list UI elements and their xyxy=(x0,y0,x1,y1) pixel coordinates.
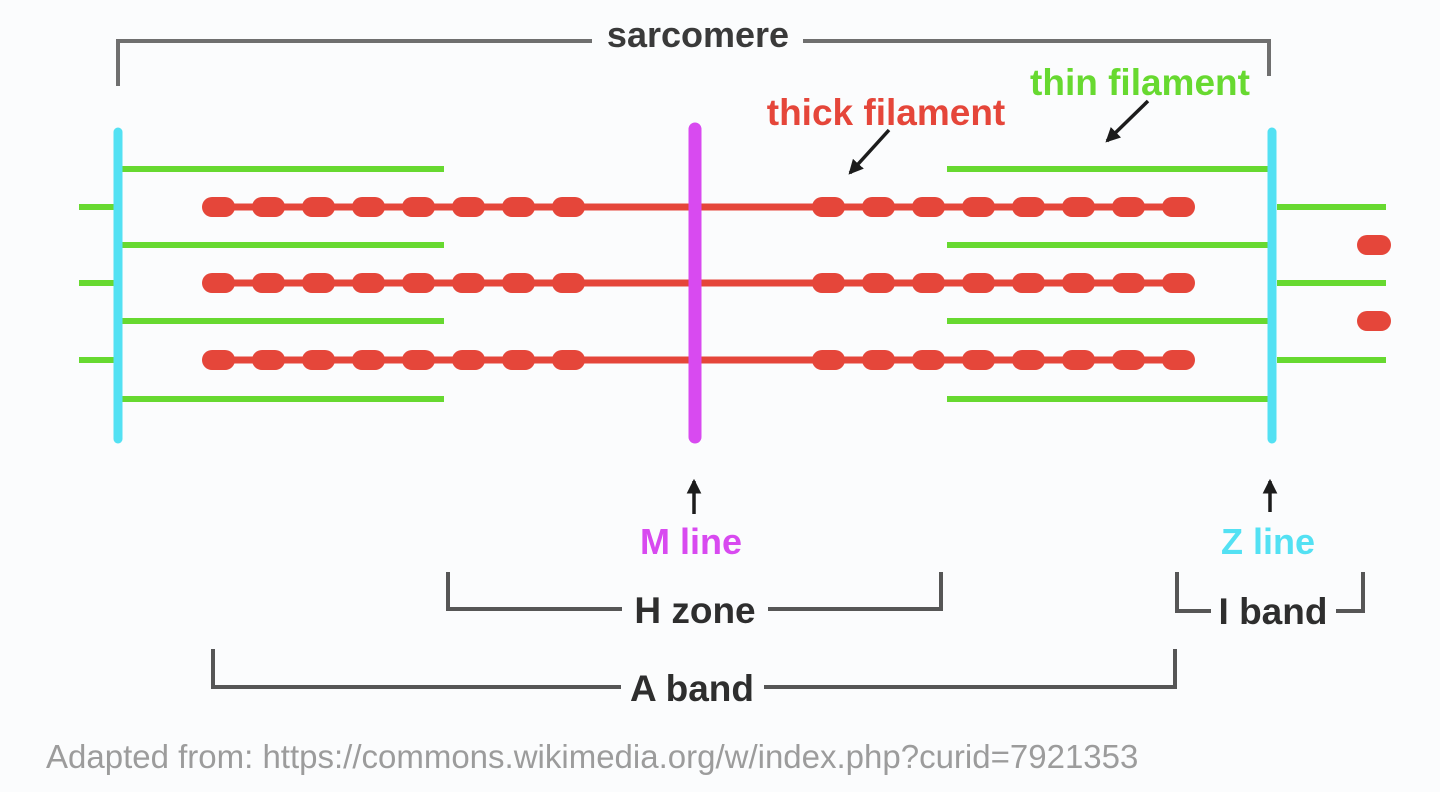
thin-filament-label: thin filament xyxy=(1030,62,1250,103)
h-zone-bracket-left xyxy=(446,572,622,611)
thick-filament-arrow xyxy=(848,128,891,175)
zone-brackets xyxy=(211,572,1365,689)
h-zone-bracket-right xyxy=(768,572,943,611)
z-line-label: Z line xyxy=(1221,521,1315,562)
thick-filament-label: thick filament xyxy=(767,92,1006,133)
a-band-bracket-right xyxy=(764,649,1177,689)
a-band-bracket-left xyxy=(211,649,621,689)
sarcomere-bracket-right xyxy=(803,39,1271,76)
sarcomere-label: sarcomere xyxy=(607,14,789,55)
h-zone-label: H zone xyxy=(634,590,755,631)
attribution-text: Adapted from: https://commons.wikimedia.… xyxy=(46,738,1138,775)
m-line-label: M line xyxy=(640,521,742,562)
sarcomere-bracket xyxy=(116,39,1271,86)
i-band-label: I band xyxy=(1219,591,1328,632)
thin-filament-arrow xyxy=(1105,99,1150,143)
i-band-bracket-left xyxy=(1175,572,1211,613)
thick-filaments xyxy=(202,197,1391,370)
a-band-label: A band xyxy=(630,668,754,709)
pointer-arrows xyxy=(686,99,1278,514)
i-band-bracket-right xyxy=(1336,572,1365,613)
sarcomere-bracket-left xyxy=(116,39,592,86)
thin-filaments xyxy=(79,166,1386,402)
z-lines xyxy=(113,127,1277,444)
